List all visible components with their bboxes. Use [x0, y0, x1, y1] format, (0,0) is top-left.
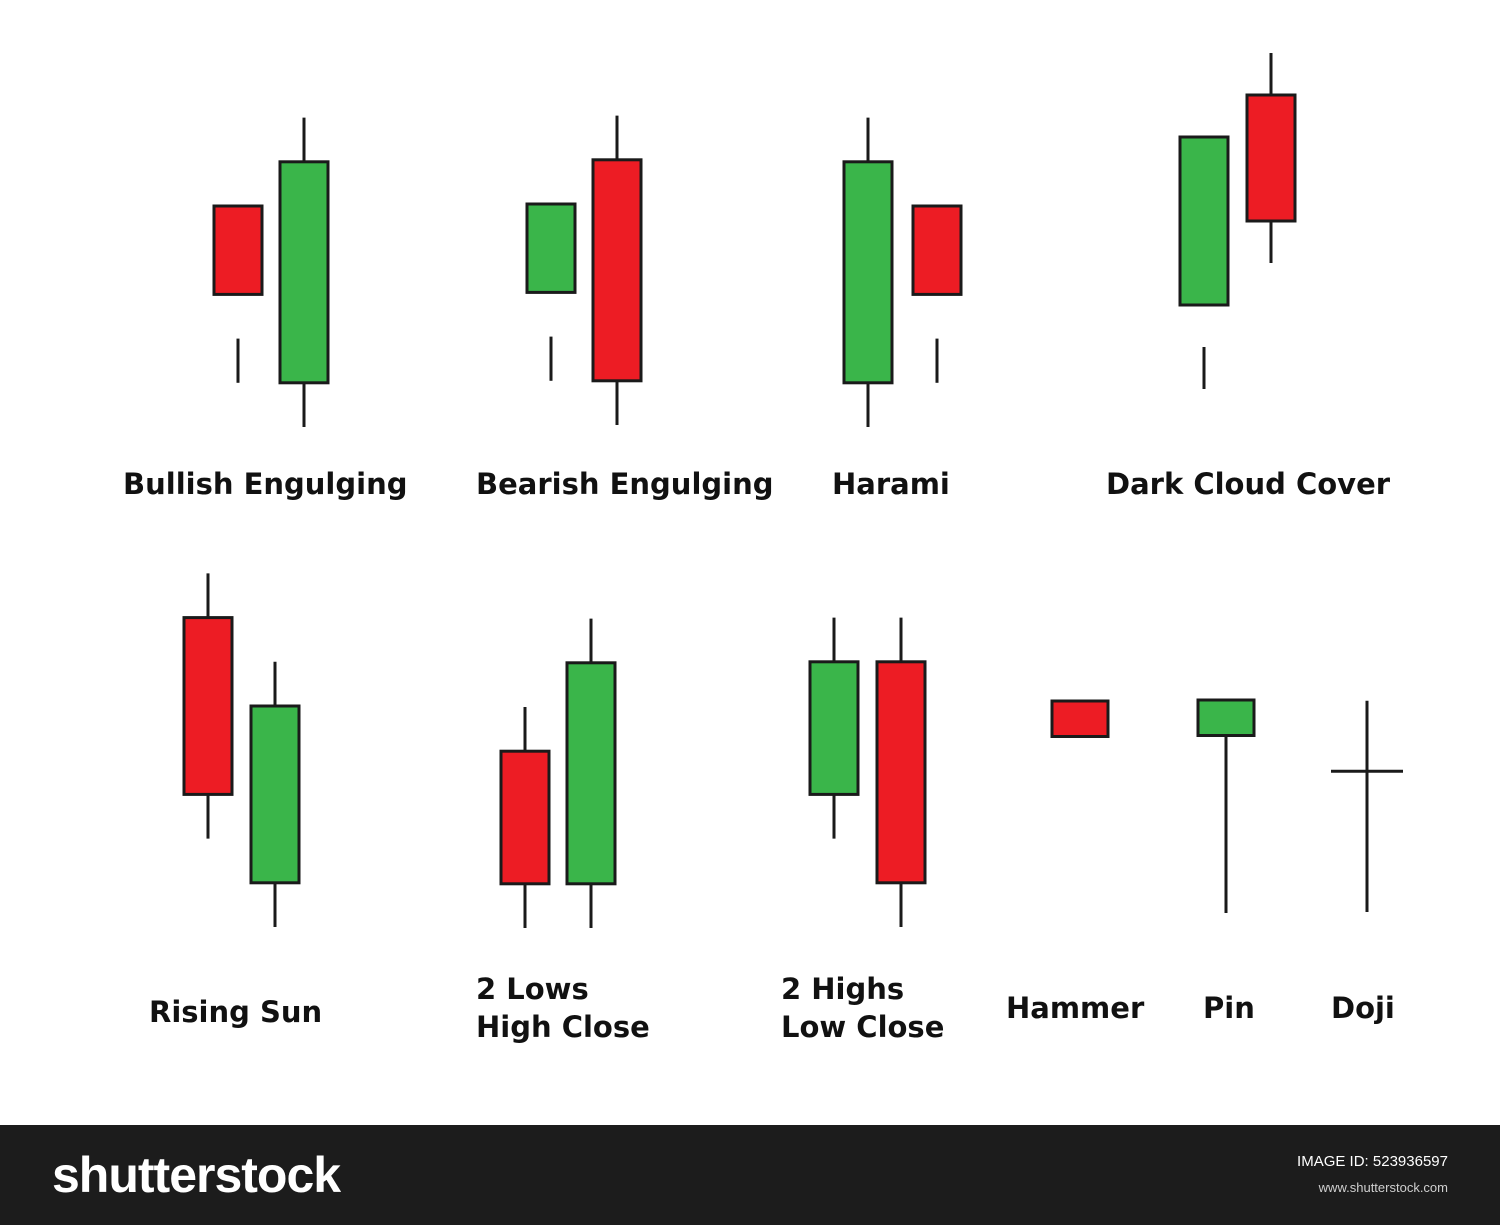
pattern-rising-sun: [182, 573, 301, 927]
candle-body-bearish: [911, 204, 963, 296]
label-rising-sun: Rising Sun: [149, 993, 322, 1031]
label-2-highs-low-close: 2 Highs Low Close: [781, 970, 944, 1046]
pattern-hammer: [1050, 699, 1110, 738]
label-line: Rising Sun: [149, 995, 323, 1029]
candle-body-bearish: [212, 204, 264, 296]
label-line: Pin: [1203, 991, 1255, 1025]
candle-2-lows-high-close-1: [499, 707, 551, 928]
candle-dark-cloud-cover-1: [1178, 135, 1230, 389]
label-bullish-engulging: Bullish Engulging: [123, 465, 407, 503]
label-harami: Harami: [832, 465, 950, 503]
label-line: Doji: [1331, 991, 1395, 1025]
candle-2-lows-high-close-2: [565, 618, 617, 928]
label-doji: Doji: [1331, 989, 1395, 1027]
label-line: Dark Cloud Cover: [1106, 467, 1391, 501]
candle-rising-sun-2: [249, 661, 301, 927]
website-url: www.shutterstock.com: [1318, 1180, 1448, 1195]
candle-body-bullish: [1196, 698, 1256, 737]
candle-body-bearish: [591, 158, 643, 383]
candle-body-bullish: [1178, 135, 1230, 307]
candle-body-bearish: [1245, 93, 1297, 223]
candle-pin-1: [1196, 698, 1256, 913]
label-line: 2 Highs: [781, 972, 905, 1006]
label-line: 2 Lows: [476, 972, 589, 1006]
label-line: High Close: [476, 1010, 650, 1044]
candle-bullish-engulging-1: [212, 204, 264, 383]
candle-harami-1: [842, 117, 894, 427]
candle-bearish-engulging-1: [525, 202, 577, 381]
stock-footer: shutterstock IMAGE ID: 523936597 www.shu…: [0, 1125, 1500, 1225]
candle-body-bearish: [875, 660, 927, 885]
candle-body-bearish: [499, 749, 551, 886]
image-id-label: IMAGE ID:: [1297, 1153, 1369, 1170]
candle-body-bearish: [182, 616, 234, 796]
candle-rising-sun-1: [182, 573, 234, 839]
pattern-2-highs-low-close: [808, 617, 927, 927]
candle-body-bullish: [525, 202, 577, 294]
label-dark-cloud-cover: Dark Cloud Cover: [1106, 465, 1390, 503]
candlestick-patterns-chart: [182, 53, 1403, 928]
candle-2-highs-low-close-1: [808, 617, 860, 839]
label-line: Bearish Engulging: [476, 467, 774, 501]
candle-2-highs-low-close-2: [875, 617, 927, 927]
image-id: IMAGE ID: 523936597: [1297, 1153, 1448, 1170]
pattern-dark-cloud-cover: [1178, 53, 1297, 389]
candle-body-bearish: [1050, 699, 1110, 738]
label-bearish-engulging: Bearish Engulging: [476, 465, 774, 503]
label-line: Harami: [832, 467, 950, 501]
candle-body-bullish: [249, 704, 301, 885]
candle-bullish-engulging-2: [278, 117, 330, 427]
label-hammer: Hammer: [1006, 989, 1144, 1027]
candle-harami-2: [911, 204, 963, 383]
pattern-harami: [842, 117, 963, 427]
candle-doji-1: [1331, 700, 1403, 912]
pattern-doji: [1331, 700, 1403, 912]
candle-bearish-engulging-2: [591, 115, 643, 425]
candle-body-bullish: [278, 160, 330, 385]
pattern-2-lows-high-close: [499, 618, 617, 928]
label-line: Low Close: [781, 1010, 945, 1044]
shutterstock-logo: shutterstock: [52, 1147, 341, 1203]
pattern-bearish-engulging: [525, 115, 643, 425]
candle-hammer-1: [1050, 699, 1110, 738]
label-pin: Pin: [1203, 989, 1255, 1027]
candle-body-bullish: [842, 160, 894, 385]
label-line: Bullish Engulging: [123, 467, 408, 501]
image-id-value: 523936597: [1372, 1153, 1448, 1170]
pattern-pin: [1196, 698, 1256, 913]
candle-body-bullish: [565, 661, 617, 886]
label-line: Hammer: [1006, 991, 1145, 1025]
candle-dark-cloud-cover-2: [1245, 53, 1297, 263]
pattern-bullish-engulging: [212, 117, 330, 427]
label-2-lows-high-close: 2 Lows High Close: [476, 970, 650, 1046]
candle-body-bullish: [808, 660, 860, 796]
